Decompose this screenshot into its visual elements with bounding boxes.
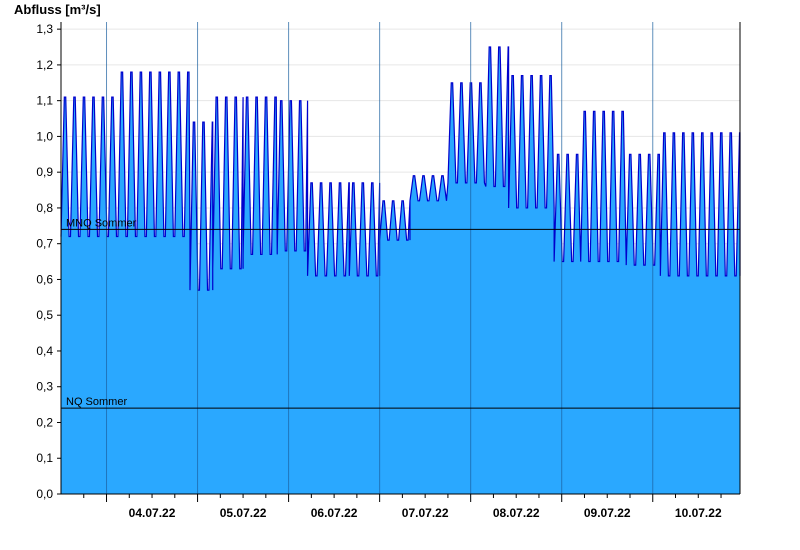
discharge-series — [60, 46, 741, 494]
reference-lines: MNQ Sommer NQ Sommer — [61, 217, 740, 409]
y-tick-label: 0,8 — [36, 201, 53, 215]
x-date-label: 07.07.22 — [402, 506, 449, 520]
x-date-label: 06.07.22 — [311, 506, 358, 520]
y-tick-label: 0,1 — [36, 451, 53, 465]
y-tick-label: 0,6 — [36, 272, 53, 286]
day-lines — [106, 22, 654, 494]
y-tick-label: 0,5 — [36, 308, 53, 322]
y-tick-label: 1,3 — [36, 22, 53, 36]
y-tick-label: 0,4 — [36, 344, 53, 358]
x-ticks: 04.07.22 05.07.22 06.07.22 07.07.22 08.07.22… — [83, 494, 722, 520]
discharge-area — [61, 47, 740, 494]
y-tick-label: 1,0 — [36, 129, 53, 143]
reference-line-label: MNQ Sommer — [66, 217, 137, 229]
x-date-label: 04.07.22 — [129, 506, 176, 520]
discharge-line — [60, 46, 741, 291]
x-date-label: 09.07.22 — [584, 506, 631, 520]
y-tick-label: 0,7 — [36, 237, 53, 251]
y-tick-label: 0,9 — [36, 165, 53, 179]
y-tick-label: 1,1 — [36, 94, 53, 108]
y-tick-label: 0,0 — [36, 487, 53, 501]
y-ticks: 0,0 0,1 0,2 0,3 0,4 0,5 0,6 0,7 0,8 0,9 1,0 1,1 1,2 1… — [36, 22, 61, 501]
x-date-label: 10.07.22 — [675, 506, 722, 520]
y-tick-label: 0,2 — [36, 415, 53, 429]
y-axis-title: Abfluss [m³/s] — [14, 2, 101, 17]
x-date-label: 08.07.22 — [493, 506, 540, 520]
reference-line-label: NQ Sommer — [66, 396, 127, 408]
y-tick-label: 0,3 — [36, 380, 53, 394]
x-date-label: 05.07.22 — [220, 506, 267, 520]
y-tick-label: 1,2 — [36, 58, 53, 72]
